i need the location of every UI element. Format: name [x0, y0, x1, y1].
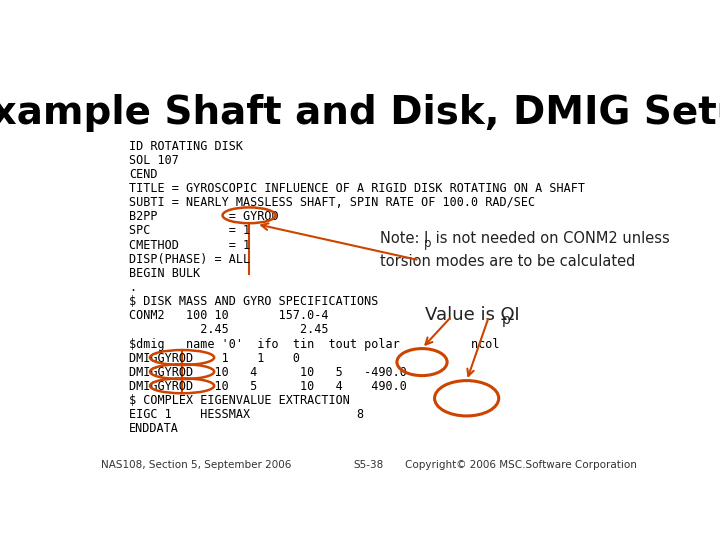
Text: 2.45          2.45: 2.45 2.45	[129, 323, 328, 336]
Text: DMIGGYROD   10   5      10   4    490.0: DMIGGYROD 10 5 10 4 490.0	[129, 380, 407, 393]
Text: ID ROTATING DISK: ID ROTATING DISK	[129, 140, 243, 153]
Text: Note: I: Note: I	[380, 231, 428, 246]
Text: BEGIN BULK: BEGIN BULK	[129, 267, 200, 280]
Text: simulating REALITY™: simulating REALITY™	[11, 523, 119, 531]
Text: S5-38: S5-38	[354, 460, 384, 470]
Text: CONM2   100 10       157.0-4: CONM2 100 10 157.0-4	[129, 309, 328, 322]
Text: ENDDATA: ENDDATA	[129, 422, 179, 435]
Text: .: .	[129, 281, 136, 294]
Text: Example Shaft and Disk, DMIG Setup: Example Shaft and Disk, DMIG Setup	[0, 94, 720, 132]
Text: CMETHOD       = 1: CMETHOD = 1	[129, 239, 250, 252]
Text: torsion modes are to be calculated: torsion modes are to be calculated	[380, 254, 636, 269]
Text: DISP(PHASE) = ALL: DISP(PHASE) = ALL	[129, 253, 250, 266]
Text: is not needed on CONM2 unless: is not needed on CONM2 unless	[431, 231, 670, 246]
Text: MSC  Software®: MSC Software®	[578, 522, 675, 532]
Text: TITLE = GYROSCOPIC INFLUENCE OF A RIGID DISK ROTATING ON A SHAFT: TITLE = GYROSCOPIC INFLUENCE OF A RIGID …	[129, 182, 585, 195]
Text: EIGC 1    HESSMAX               8: EIGC 1 HESSMAX 8	[129, 408, 364, 421]
Text: Value is ΩI: Value is ΩI	[425, 306, 519, 324]
Text: $dmig   name '0'  ifo  tin  tout polar          ncol: $dmig name '0' ifo tin tout polar ncol	[129, 338, 500, 350]
Text: SUBTI = NEARLY MASSLESS SHAFT, SPIN RATE OF 100.0 RAD/SEC: SUBTI = NEARLY MASSLESS SHAFT, SPIN RATE…	[129, 196, 535, 209]
Text: SOL 107: SOL 107	[129, 154, 179, 167]
Text: 38: 38	[678, 521, 695, 534]
Text: $ COMPLEX EIGENVALUE EXTRACTION: $ COMPLEX EIGENVALUE EXTRACTION	[129, 394, 350, 407]
Text: Copyright© 2006 MSC.Software Corporation: Copyright© 2006 MSC.Software Corporation	[405, 460, 637, 470]
Text: p: p	[423, 237, 431, 249]
Text: $ DISK MASS AND GYRO SPECIFICATIONS: $ DISK MASS AND GYRO SPECIFICATIONS	[129, 295, 379, 308]
Text: SPC           = 1: SPC = 1	[129, 225, 250, 238]
Text: DMIGGYROD   10   4      10   5   -490.0: DMIGGYROD 10 4 10 5 -490.0	[129, 366, 407, 379]
Text: p: p	[502, 313, 510, 327]
Text: DMIGGYROD    1    1    0: DMIGGYROD 1 1 0	[129, 352, 300, 365]
Text: NAS108, Section 5, September 2006: NAS108, Section 5, September 2006	[101, 460, 292, 470]
Text: CEND: CEND	[129, 168, 158, 181]
Text: B2PP          = GYROD: B2PP = GYROD	[129, 211, 279, 224]
